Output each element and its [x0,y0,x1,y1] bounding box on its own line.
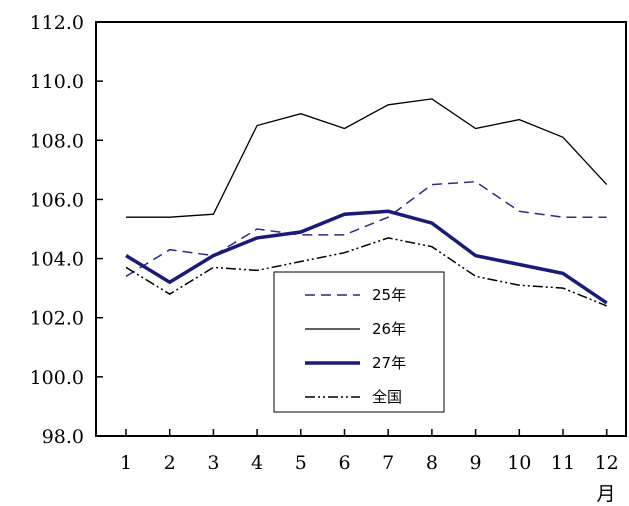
y-tick-label: 102.0 [30,308,84,330]
y-tick-label: 108.0 [30,130,84,152]
y-axis: 98.0 100.0 102.0 104.0 106.0 108.0 110.0 112.0 [30,12,103,448]
y-tick-label: 98.0 [42,426,84,448]
series-line-4 [125,237,607,307]
legend-label-4: 全国 [372,388,402,406]
x-tick-label: 1 [120,452,132,474]
x-tick-label: 8 [426,452,438,474]
x-tick-label: 12 [595,452,619,474]
series-line-1 [125,180,607,277]
x-tick-label: 6 [338,452,350,474]
legend-label-1: 25年 [372,286,406,304]
y-tick-label: 112.0 [30,12,84,34]
y-tick-label: 110.0 [30,71,84,93]
x-tick-label: 9 [470,452,482,474]
series-line-2 [126,98,608,218]
x-tick-label: 10 [507,452,531,474]
x-axis-unit-label: 月 [596,483,615,505]
series-layer [125,98,608,307]
x-tick-label: 4 [251,452,263,474]
x-tick-label: 3 [207,452,219,474]
y-tick-label: 100.0 [30,367,84,389]
x-tick-label: 2 [164,452,176,474]
x-tick-label: 11 [551,452,575,474]
y-tick-label: 104.0 [30,249,84,271]
series-line-3 [125,209,608,305]
y-tick-label: 106.0 [30,189,84,211]
x-tick-label: 5 [295,452,307,474]
x-axis: 1 2 3 4 5 6 7 8 9 10 11 12 [120,429,619,474]
legend-label-2: 26年 [372,320,406,338]
x-tick-label: 7 [382,452,394,474]
legend-label-3: 27年 [372,354,406,372]
legend-box [273,271,445,413]
